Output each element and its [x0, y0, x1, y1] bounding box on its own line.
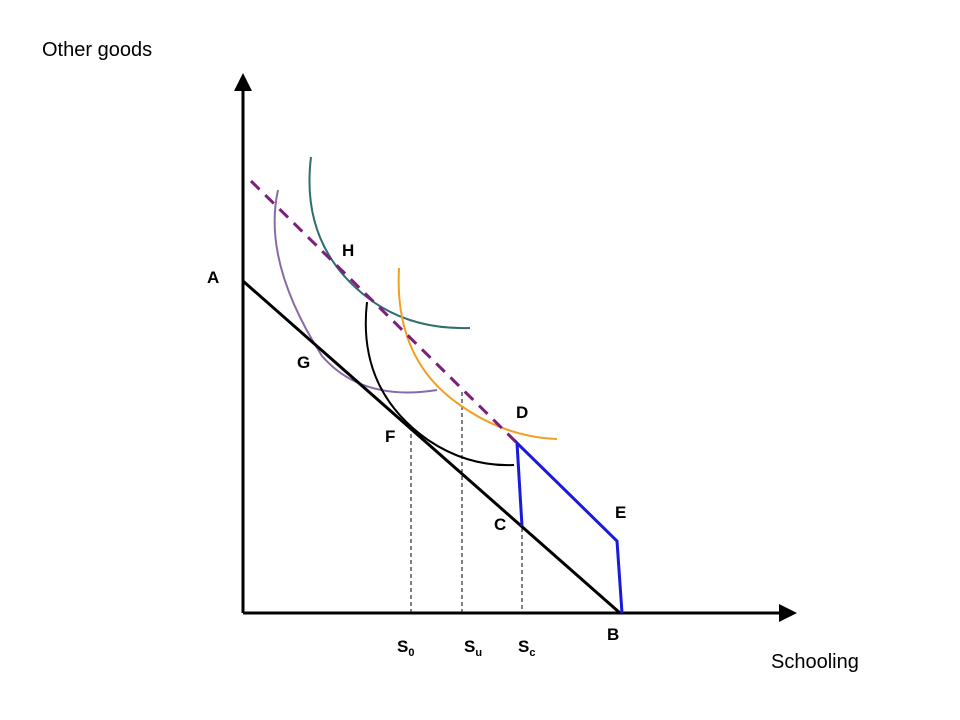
point-label-f: F	[385, 427, 395, 446]
indifference-curve-d	[397, 267, 558, 440]
dashed-budget-line	[249, 179, 519, 445]
indifference-curve-g	[273, 189, 438, 394]
point-label-h: H	[342, 241, 354, 260]
point-label-c: C	[494, 515, 506, 534]
point-label-e: E	[615, 503, 626, 522]
tick-label-su: Su	[464, 637, 482, 659]
tick-su-main: S	[464, 637, 475, 656]
point-label-a: A	[207, 268, 219, 287]
indifference-curve-f	[364, 301, 515, 467]
tick-label-s0: S0	[397, 637, 414, 659]
point-label-g: G	[297, 353, 310, 372]
tick-sc-sub: c	[529, 647, 535, 659]
x-axis-title: Schooling	[771, 651, 859, 673]
tick-s0-sub: 0	[408, 647, 414, 659]
tick-label-sc: Sc	[518, 637, 535, 659]
budget-line-ab	[242, 279, 621, 615]
tick-su-sub: u	[475, 647, 482, 659]
y-axis-title: Other goods	[42, 39, 153, 61]
tick-s0-main: S	[397, 637, 408, 656]
tick-sc-main: S	[518, 637, 529, 656]
point-label-d: D	[516, 403, 528, 422]
indifference-curve-h	[308, 156, 471, 330]
point-label-b: B	[607, 625, 619, 644]
subsidy-budget-line	[515, 439, 624, 614]
